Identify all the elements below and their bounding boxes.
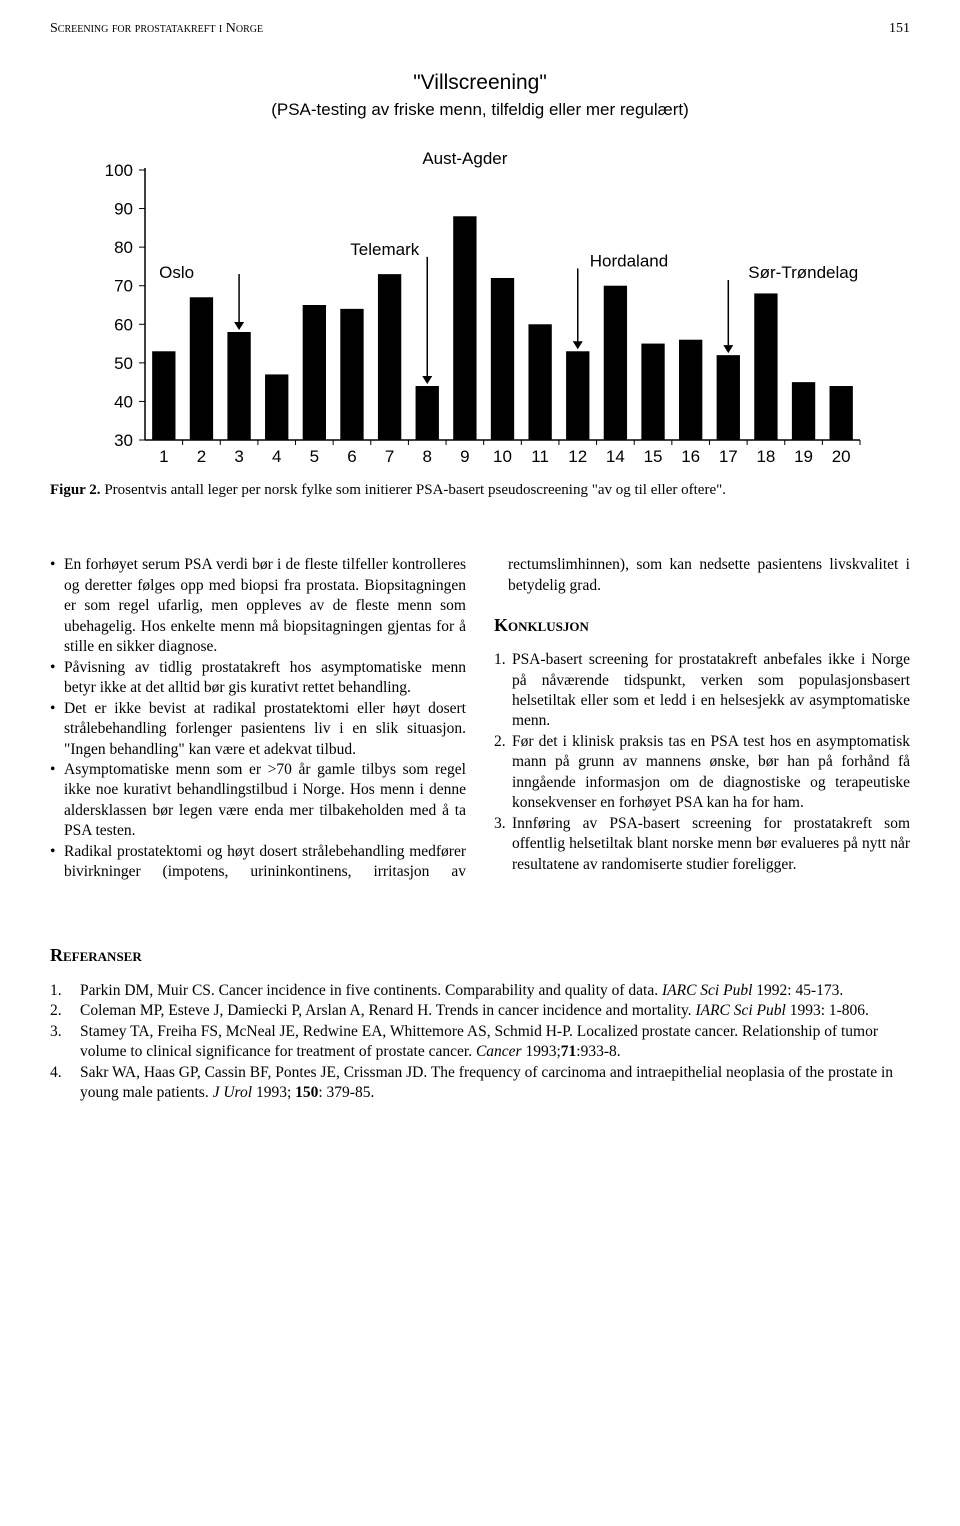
reference-number: 1.: [50, 981, 80, 1001]
bar: [453, 216, 476, 440]
running-header: Screening for prostatakreft i Norge 151: [50, 20, 910, 39]
bar: [152, 351, 175, 440]
bullet-item: •Asymptomatiske menn som er >70 år gamle…: [50, 760, 466, 842]
reference-body: Parkin DM, Muir CS. Cancer incidence in …: [80, 981, 910, 1001]
page-number: 151: [889, 20, 910, 39]
bar: [830, 386, 853, 440]
conclusion-heading: Konklusjon: [494, 614, 910, 638]
chart-subtitle: (PSA-testing av friske menn, tilfeldig e…: [90, 99, 870, 122]
region-label: Sør-Trøndelag: [748, 263, 858, 282]
conclusion-text: Før det i klinisk praksis tas en PSA tes…: [512, 732, 910, 814]
reference-number: 3.: [50, 1022, 80, 1063]
conclusion-text: PSA-basert screening for prostatakreft a…: [512, 650, 910, 732]
figure-caption: Figur 2. Prosentvis antall leger per nor…: [50, 480, 910, 500]
x-tick-label: 19: [794, 447, 813, 466]
bullet-marker: •: [50, 699, 64, 760]
reference-body: Sakr WA, Haas GP, Cassin BF, Pontes JE, …: [80, 1063, 910, 1104]
x-tick-label: 2: [197, 447, 206, 466]
y-tick-label: 60: [114, 315, 133, 334]
x-tick-label: 20: [832, 447, 851, 466]
x-tick-label: 6: [347, 447, 356, 466]
conclusion-number: 3.: [494, 814, 512, 875]
x-tick-label: 4: [272, 447, 281, 466]
region-label: Hordaland: [590, 252, 668, 271]
y-tick-label: 80: [114, 238, 133, 257]
chart-title: "Villscreening": [90, 69, 870, 97]
bullet-marker: •: [50, 658, 64, 699]
bar: [416, 386, 439, 440]
x-tick-label: 17: [719, 447, 738, 466]
reference-body: Coleman MP, Esteve J, Damiecki P, Arslan…: [80, 1001, 910, 1021]
reference-item: 1.Parkin DM, Muir CS. Cancer incidence i…: [50, 981, 910, 1001]
bullet-text: Det er ikke bevist at radikal prostatekt…: [64, 699, 466, 760]
bar: [754, 294, 777, 441]
bullet-text: Asymptomatiske menn som er >70 år gamle …: [64, 760, 466, 842]
y-tick-label: 70: [114, 277, 133, 296]
bar: [604, 286, 627, 440]
conclusion-item: 2.Før det i klinisk praksis tas en PSA t…: [494, 732, 910, 814]
bullet-marker: •: [50, 555, 64, 657]
running-title: Screening for prostatakreft i Norge: [50, 20, 263, 39]
y-tick-label: 30: [114, 431, 133, 450]
y-tick-label: 50: [114, 354, 133, 373]
x-tick-label: 1: [159, 447, 168, 466]
bar: [528, 324, 551, 440]
x-tick-label: 7: [385, 447, 394, 466]
bar: [378, 274, 401, 440]
reference-number: 4.: [50, 1063, 80, 1104]
x-tick-label: 16: [681, 447, 700, 466]
bar: [491, 278, 514, 440]
bullet-marker: •: [50, 760, 64, 842]
y-tick-label: 40: [114, 393, 133, 412]
caption-label: Figur 2.: [50, 482, 101, 498]
x-tick-label: 18: [756, 447, 775, 466]
bar-chart: 3040506070809010012345678910111214151617…: [90, 130, 870, 470]
bullet-text: Påvisning av tidlig prostatakreft hos as…: [64, 658, 466, 699]
bar: [717, 355, 740, 440]
references-heading: Referanser: [50, 943, 910, 967]
x-tick-label: 3: [234, 447, 243, 466]
bar: [190, 297, 213, 440]
bar: [303, 305, 326, 440]
reference-list: 1.Parkin DM, Muir CS. Cancer incidence i…: [50, 981, 910, 1104]
conclusion-item: 1.PSA-basert screening for prostatakreft…: [494, 650, 910, 732]
conclusion-item: 3.Innføring av PSA-basert screening for …: [494, 814, 910, 875]
bullet-text: En forhøyet serum PSA verdi bør i de fle…: [64, 555, 466, 657]
reference-item: 4.Sakr WA, Haas GP, Cassin BF, Pontes JE…: [50, 1063, 910, 1104]
x-tick-label: 15: [644, 447, 663, 466]
reference-item: 3.Stamey TA, Freiha FS, McNeal JE, Redwi…: [50, 1022, 910, 1063]
body-columns: •En forhøyet serum PSA verdi bør i de fl…: [50, 555, 910, 882]
bar: [641, 344, 664, 440]
bullet-item: •Det er ikke bevist at radikal prostatek…: [50, 699, 466, 760]
x-tick-label: 12: [568, 447, 587, 466]
x-tick-label: 11: [531, 447, 549, 466]
conclusion-text: Innføring av PSA-basert screening for pr…: [512, 814, 910, 875]
reference-item: 2.Coleman MP, Esteve J, Damiecki P, Arsl…: [50, 1001, 910, 1021]
region-label: Aust-Agder: [422, 149, 507, 168]
region-label: Oslo: [159, 263, 194, 282]
bullet-item: •Påvisning av tidlig prostatakreft hos a…: [50, 658, 466, 699]
caption-body: Prosentvis antall leger per norsk fylke …: [104, 482, 726, 498]
reference-body: Stamey TA, Freiha FS, McNeal JE, Redwine…: [80, 1022, 910, 1063]
conclusion-list: 1.PSA-basert screening for prostatakreft…: [494, 650, 910, 875]
x-tick-label: 14: [606, 447, 625, 466]
region-label: Telemark: [350, 240, 419, 259]
bar: [792, 382, 815, 440]
conclusion-number: 2.: [494, 732, 512, 814]
bar: [340, 309, 363, 440]
bar: [679, 340, 702, 440]
chart-container: "Villscreening" (PSA-testing av friske m…: [90, 69, 870, 470]
bar: [566, 351, 589, 440]
conclusion-number: 1.: [494, 650, 512, 732]
bar: [265, 375, 288, 441]
bar: [227, 332, 250, 440]
x-tick-label: 9: [460, 447, 469, 466]
x-tick-label: 5: [310, 447, 319, 466]
reference-number: 2.: [50, 1001, 80, 1021]
y-tick-label: 90: [114, 200, 133, 219]
x-tick-label: 8: [423, 447, 432, 466]
bullet-item: •En forhøyet serum PSA verdi bør i de fl…: [50, 555, 466, 657]
x-tick-label: 10: [493, 447, 512, 466]
y-tick-label: 100: [105, 161, 133, 180]
